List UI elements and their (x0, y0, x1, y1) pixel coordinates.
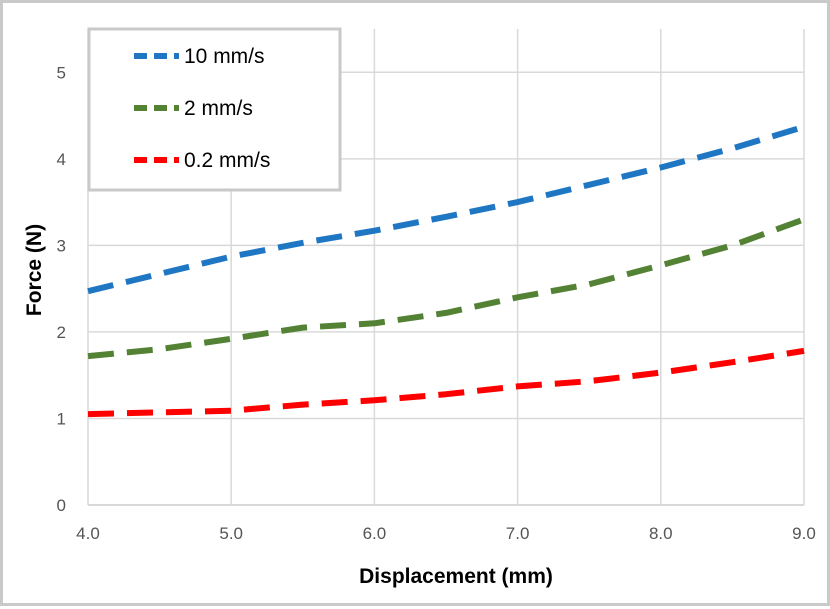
x-tick-label: 6.0 (363, 524, 387, 543)
tick-layer: 4.0 5.0 6.0 7.0 8.0 9.0 0 1 2 3 4 5 (57, 63, 816, 543)
y-tick-label: 3 (57, 236, 66, 255)
x-tick-label: 5.0 (219, 524, 243, 543)
y-tick-label: 4 (57, 150, 66, 169)
series-layer (87, 123, 806, 418)
series-line-0 (87, 123, 805, 295)
legend-label: 10 mm/s (184, 45, 265, 68)
y-tick-label: 0 (57, 496, 66, 515)
legend-label: 2 mm/s (184, 97, 253, 120)
chart-svg: 4.0 5.0 6.0 7.0 8.0 9.0 0 1 2 3 4 5 Displacement (m… (23, 27, 816, 588)
series-line-2 (87, 347, 805, 418)
legend-box (87, 27, 342, 192)
x-tick-label: 9.0 (792, 524, 816, 543)
x-tick-label: 8.0 (649, 524, 673, 543)
y-tick-label: 1 (57, 409, 66, 428)
x-tick-label: 7.0 (506, 524, 530, 543)
y-tick-label: 5 (57, 63, 66, 82)
x-tick-label: 4.0 (76, 524, 100, 543)
legend: 10 mm/s 2 mm/s 0.2 mm/s (87, 27, 342, 192)
legend-label: 0.2 mm/s (184, 149, 270, 172)
x-axis-title: Displacement (mm) (359, 565, 553, 588)
y-axis-title: Force (N) (23, 224, 46, 316)
series-line-1 (87, 216, 806, 360)
y-tick-label: 2 (57, 323, 66, 342)
